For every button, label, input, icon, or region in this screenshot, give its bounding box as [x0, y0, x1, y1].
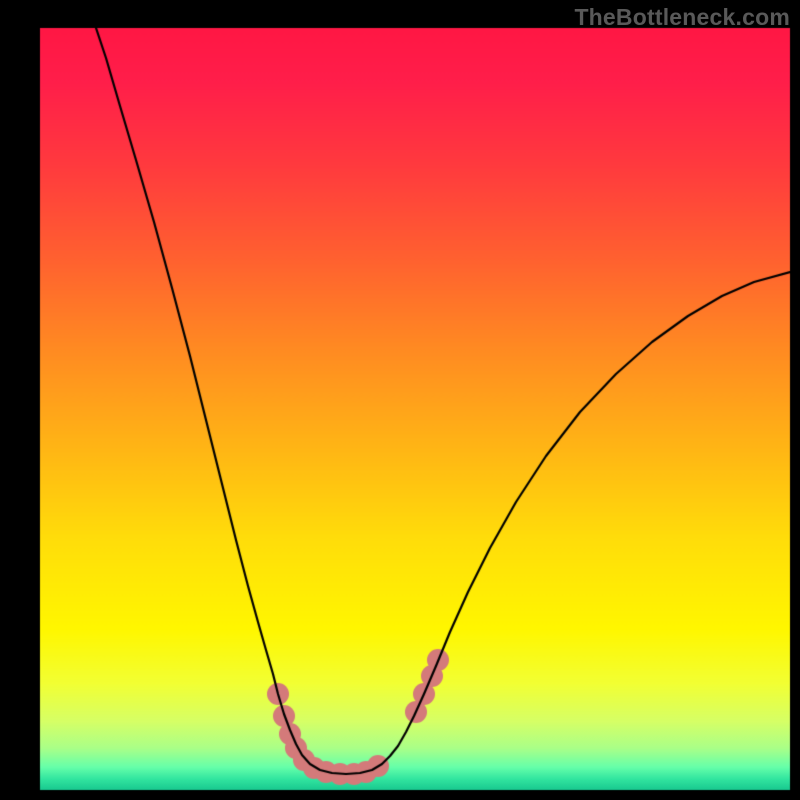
watermark-text: TheBottleneck.com [574, 4, 790, 31]
bottleneck-curve-chart [0, 0, 800, 800]
chart-stage: TheBottleneck.com [0, 0, 800, 800]
